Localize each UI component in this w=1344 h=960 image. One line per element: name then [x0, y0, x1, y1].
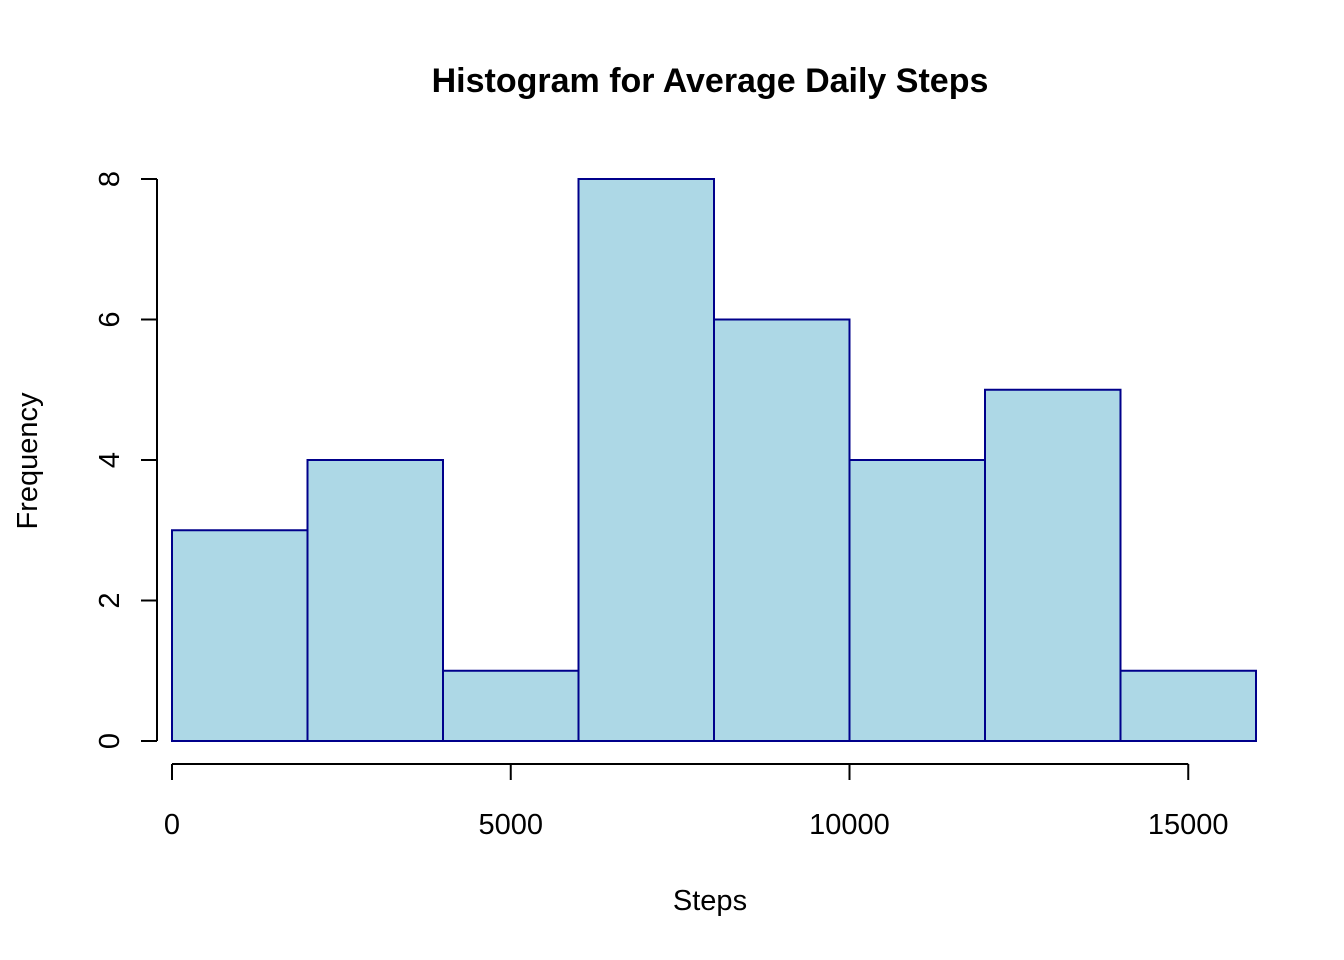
bars-group	[171, 178, 1257, 742]
histogram-bar	[984, 388, 1122, 742]
x-tick-label: 0	[164, 809, 180, 841]
histogram-bar	[713, 318, 851, 742]
y-tick-label: 8	[94, 171, 126, 187]
histogram-bar	[306, 459, 444, 742]
y-axis-label: Frequency	[12, 392, 44, 530]
histogram-bar	[442, 669, 580, 742]
chart-title: Histogram for Average Daily Steps	[432, 62, 989, 100]
x-tick-label: 5000	[478, 809, 543, 841]
x-tick-label: 15000	[1148, 809, 1229, 841]
y-tick-label: 2	[94, 592, 126, 608]
y-tick-label: 6	[94, 311, 126, 327]
x-axis-label: Steps	[673, 885, 747, 917]
histogram-bar	[1119, 669, 1257, 742]
histogram-bar	[171, 529, 309, 742]
x-axis: 0 5000 10000 15000	[164, 763, 1229, 841]
y-tick-label: 0	[94, 733, 126, 749]
histogram-bar	[577, 178, 715, 742]
y-axis: 0 2 4 6 8	[94, 171, 158, 749]
histogram-bar	[848, 459, 986, 742]
y-tick-label: 4	[94, 452, 126, 468]
x-tick-label: 10000	[809, 809, 890, 841]
